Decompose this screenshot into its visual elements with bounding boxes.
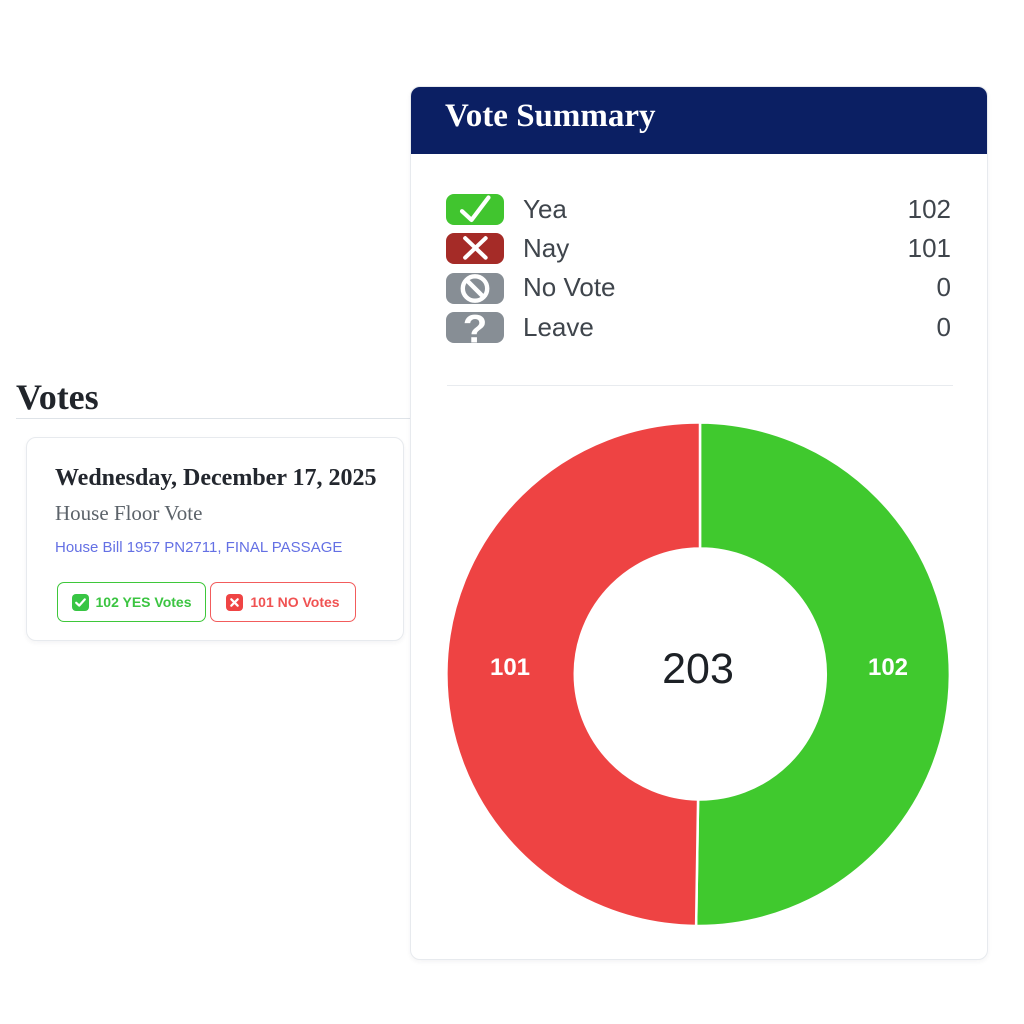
svg-text:?: ?: [463, 307, 487, 351]
